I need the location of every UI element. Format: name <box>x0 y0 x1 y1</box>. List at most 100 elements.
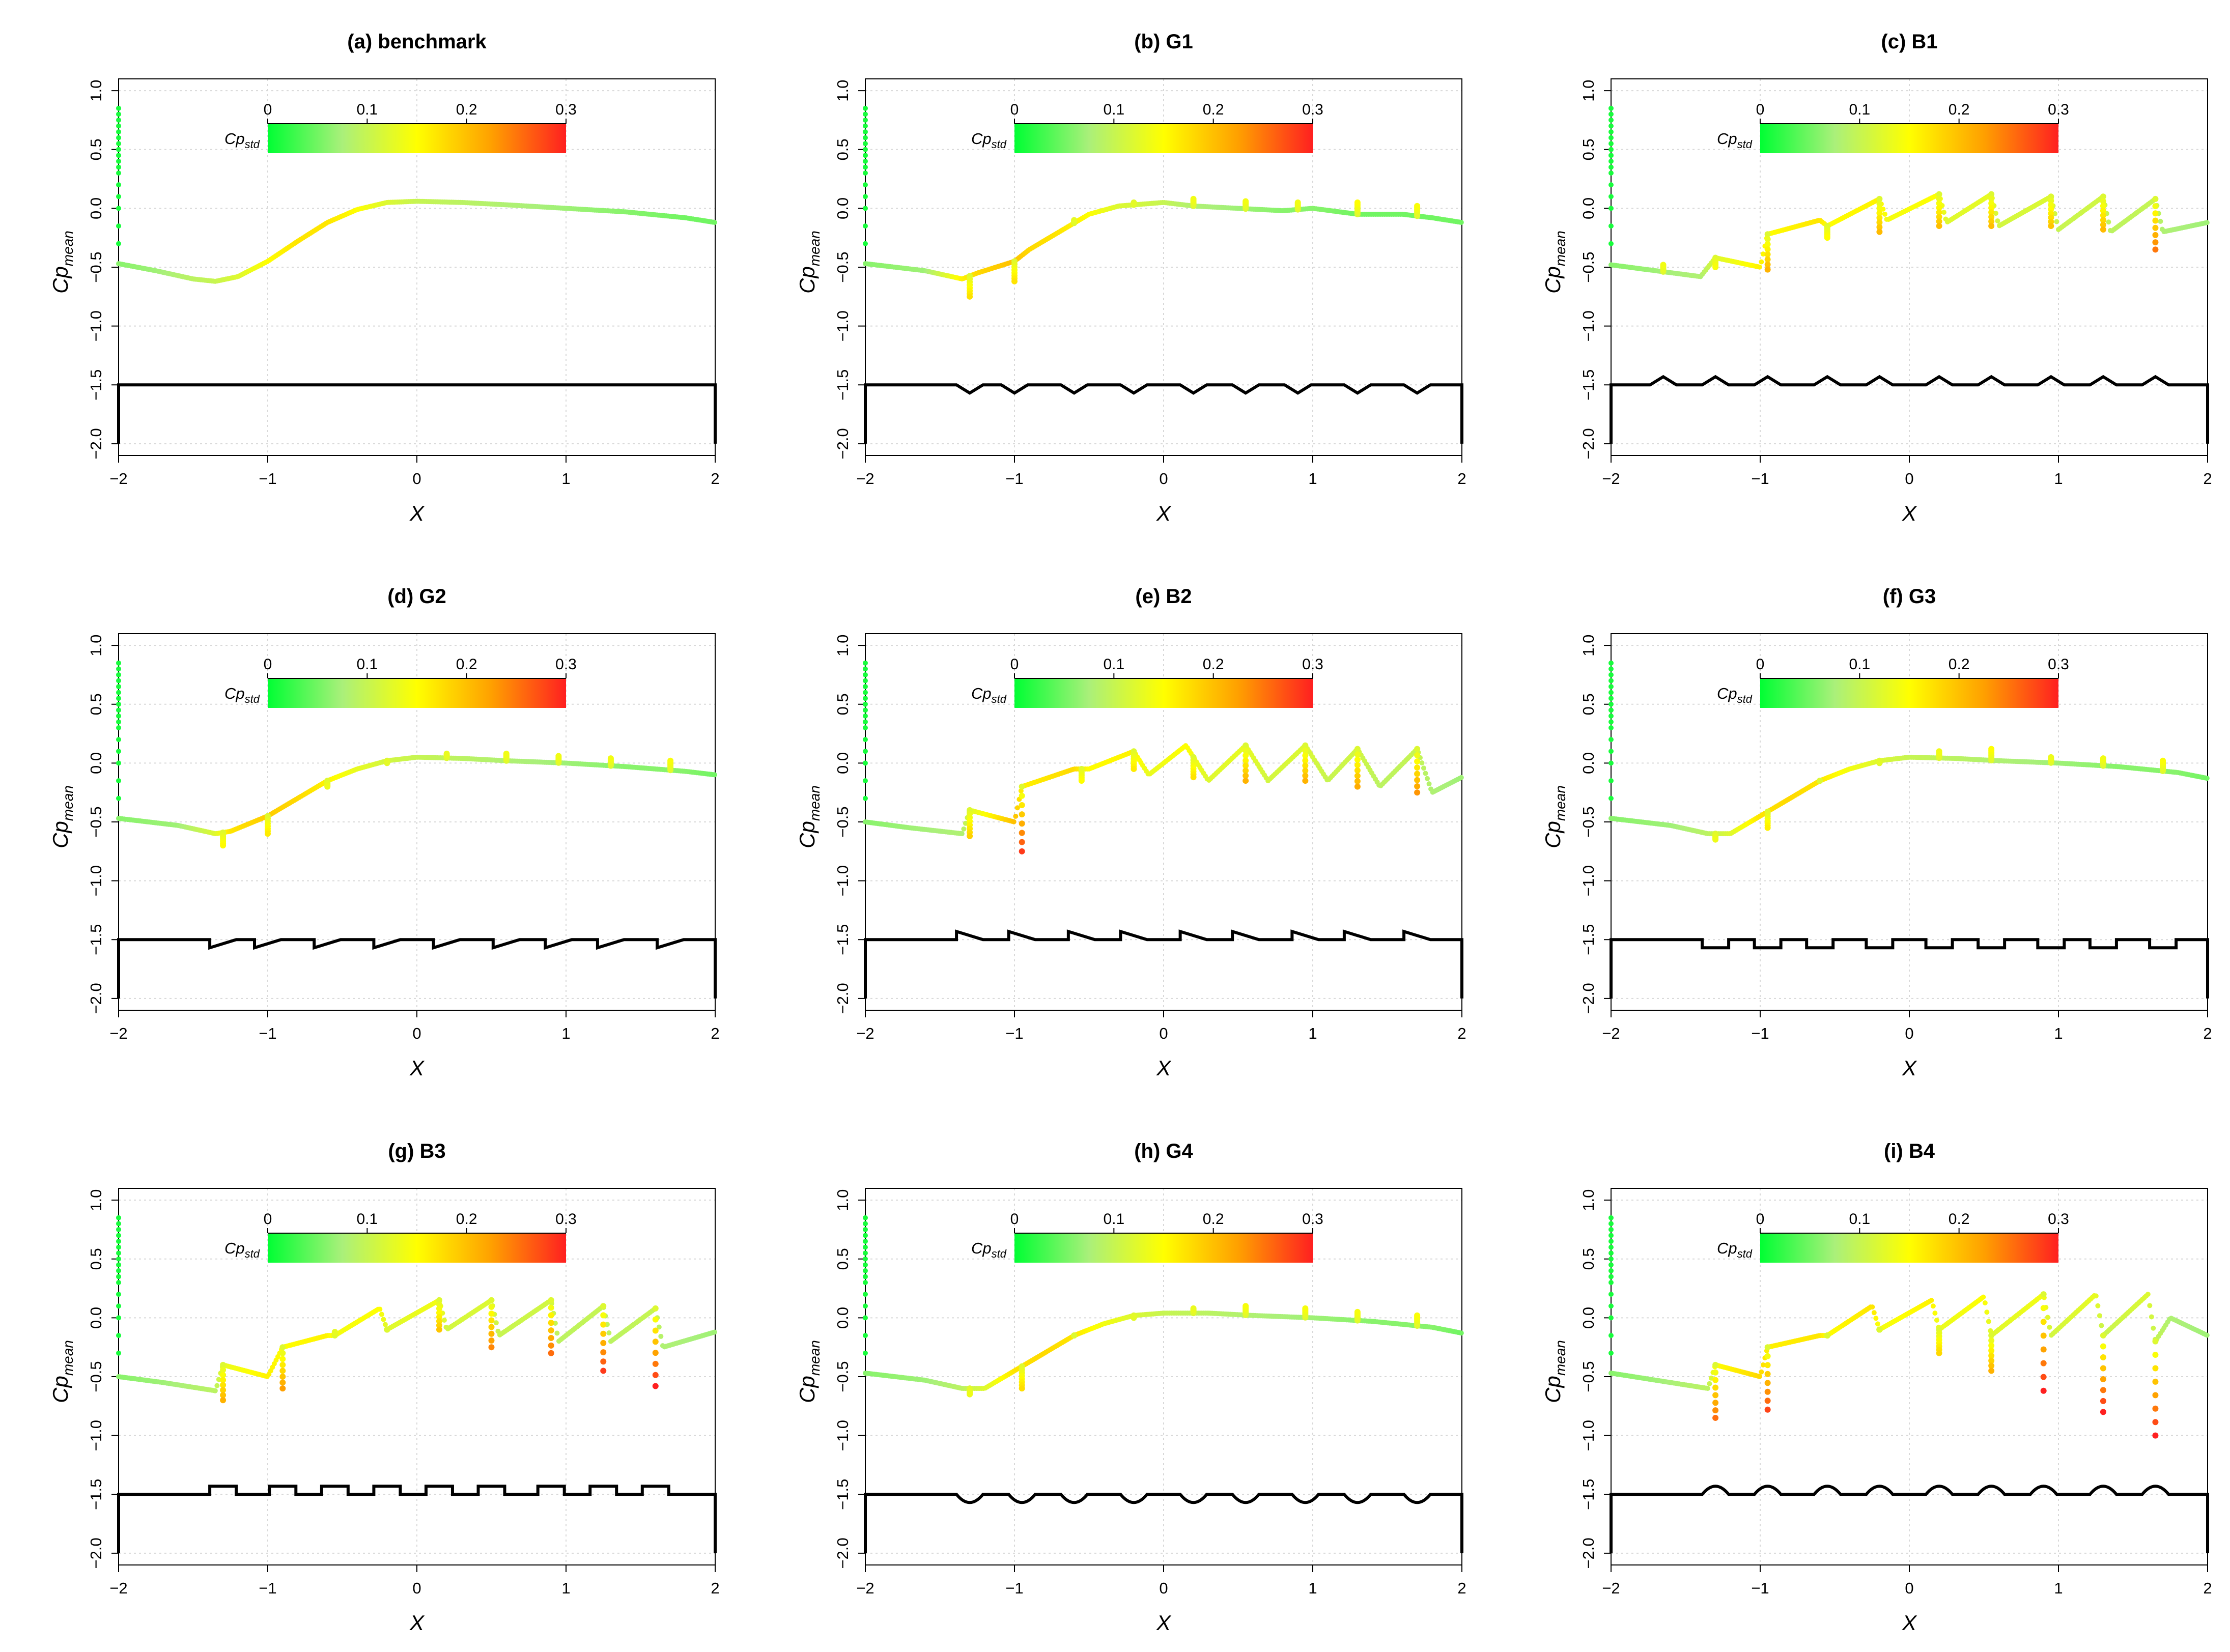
data-point <box>116 164 121 170</box>
data-point <box>116 1268 121 1273</box>
colorbar-title: Cpstd <box>971 685 1007 705</box>
data-point <box>116 170 121 176</box>
data-point <box>1988 195 1995 202</box>
colorbar-tick-label: 0.3 <box>555 1211 577 1228</box>
y-axis-label-sub: mean <box>60 1340 76 1376</box>
x-tick-label: 2 <box>1457 1024 1466 1042</box>
y-tick-label: −2.0 <box>1579 983 1597 1014</box>
data-point <box>1019 848 1025 855</box>
data-point <box>1936 191 1942 197</box>
data-point <box>488 1330 495 1337</box>
colorbar-tick-label: 0.3 <box>1302 101 1323 118</box>
data-point <box>2100 208 2106 214</box>
y-tick-label: −0.5 <box>1579 251 1597 282</box>
y-tick-label: 0.0 <box>1579 197 1597 219</box>
y-axis-label-sub: mean <box>807 785 823 821</box>
data-point <box>116 1280 121 1285</box>
data-point <box>548 1350 554 1356</box>
data-point <box>1414 764 1421 771</box>
colorbar-tick-label: 0 <box>1010 656 1019 673</box>
data-point <box>1608 1250 1614 1256</box>
data-point <box>441 1318 447 1323</box>
data-point <box>2048 218 2054 225</box>
colorbar-tick-label: 0.1 <box>1849 656 1870 673</box>
data-point <box>1757 1374 1762 1379</box>
colorbar-title-sub: std <box>1737 138 1753 151</box>
data-point <box>1354 767 1361 774</box>
data-point <box>1243 778 1249 784</box>
y-axis-label: Cpmean <box>48 785 76 848</box>
data-point <box>488 1344 495 1351</box>
panel-title: (e) B2 <box>1135 585 1192 608</box>
data-point <box>2040 1346 2047 1353</box>
data-point <box>1608 1239 1614 1244</box>
data-point <box>436 1297 442 1303</box>
colorbar-tick-label: 0.2 <box>1949 656 1970 673</box>
data-point <box>2160 757 2166 764</box>
x-tick-label: −1 <box>259 1024 276 1042</box>
data-point <box>863 1274 868 1279</box>
panel-title: (i) B4 <box>1884 1140 1935 1162</box>
x-tick-label: 1 <box>1308 1579 1317 1597</box>
data-point <box>961 826 967 832</box>
data-point <box>116 105 121 111</box>
data-point <box>548 1304 554 1311</box>
data-point <box>2152 1352 2159 1358</box>
data-point <box>863 1244 868 1250</box>
data-point <box>712 219 717 225</box>
data-point <box>548 1335 554 1342</box>
data-point <box>116 1333 121 1338</box>
data-point <box>1712 1414 1719 1421</box>
data-point <box>863 725 868 730</box>
data-point <box>436 1314 442 1320</box>
data-point <box>967 1391 973 1398</box>
data-point <box>1936 214 1942 220</box>
data-point <box>712 772 717 778</box>
data-point <box>1995 218 2000 224</box>
x-tick-label: 2 <box>2203 1024 2212 1042</box>
wall-profile <box>864 383 1463 444</box>
data-point <box>1190 774 1197 781</box>
colorbar-tick-label: 0.2 <box>456 1211 477 1228</box>
data-point <box>2100 212 2106 219</box>
data-point <box>1608 1262 1614 1268</box>
y-axis-label-sub: mean <box>1552 785 1568 821</box>
colorbar <box>268 124 566 153</box>
data-point <box>1988 1357 1995 1364</box>
data-point <box>116 696 121 701</box>
data-point <box>116 206 121 211</box>
colorbar <box>1760 678 2058 708</box>
x-tick-label: 1 <box>561 1024 570 1042</box>
colorbar <box>1014 678 1313 708</box>
data-point <box>436 1322 442 1329</box>
data-point <box>863 123 868 129</box>
data-point <box>1608 1268 1614 1273</box>
data-point <box>2100 217 2106 223</box>
colorbar-tick-label: 0 <box>264 1211 272 1228</box>
data-point <box>2152 1338 2159 1345</box>
colorbar-tick-label: 0.1 <box>1103 101 1124 118</box>
data-point <box>493 1320 499 1326</box>
data-point <box>1294 199 1301 206</box>
data-point <box>2100 1387 2106 1393</box>
data-point <box>1608 701 1614 707</box>
colorbar-tick-label: 0 <box>264 656 272 673</box>
data-point <box>1876 760 1883 766</box>
data-point <box>1458 219 1464 225</box>
wall-profile <box>864 1493 1463 1553</box>
data-point <box>863 719 868 725</box>
data-point <box>548 1327 554 1334</box>
y-tick-label: 0.5 <box>1579 693 1597 715</box>
y-axis-label: Cpmean <box>1541 785 1568 848</box>
data-point <box>1302 773 1309 779</box>
data-point <box>1764 1344 1771 1351</box>
data-point <box>1608 129 1614 135</box>
data-point <box>116 760 121 766</box>
colorbar-tick-label: 0.2 <box>456 656 477 673</box>
data-point <box>1414 777 1421 783</box>
data-point <box>652 1316 659 1323</box>
y-tick-label: 1.0 <box>87 1189 105 1211</box>
data-point <box>1759 1369 1764 1375</box>
colorbar-tick-label: 0.3 <box>1302 1211 1323 1228</box>
y-tick-label: −1.5 <box>834 369 852 401</box>
